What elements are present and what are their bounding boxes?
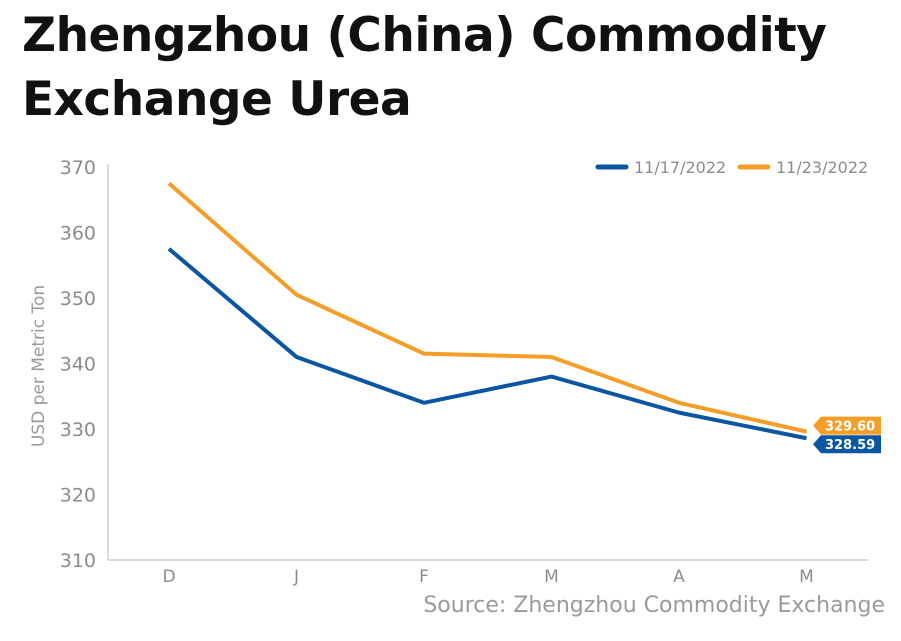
- end-value-tag: [813, 416, 881, 435]
- y-tick-label: 330: [60, 419, 96, 441]
- y-tick-label: 310: [60, 550, 96, 572]
- legend-label: 11/23/2022: [776, 158, 868, 177]
- end-value-label: 329.60: [825, 420, 875, 435]
- legend: 11/17/2022 11/23/2022: [595, 158, 868, 177]
- x-tick-label: J: [293, 567, 299, 587]
- y-tick-label: 350: [60, 288, 96, 310]
- y-tick-label: 360: [60, 223, 96, 245]
- y-tick-labels: 310 320 330 340 350 360 370: [60, 157, 96, 572]
- x-tick-label: D: [162, 567, 175, 587]
- chart-title: Zhengzhou (China) Commodity Exchange Ure…: [22, 8, 827, 127]
- y-tick-label: 370: [60, 157, 96, 179]
- end-value-label: 328.59: [825, 438, 875, 453]
- source-note: Source: Zhengzhou Commodity Exchange: [423, 593, 885, 618]
- end-value-tag: [813, 435, 881, 454]
- x-tick-label: F: [419, 567, 429, 587]
- legend-label: 11/17/2022: [634, 158, 726, 177]
- end-value-labels: 328.59 329.60: [813, 416, 881, 454]
- y-axis-label-group: USD per Metric Ton: [29, 285, 49, 447]
- y-tick-label: 340: [60, 354, 96, 376]
- series-lines: [167, 181, 807, 441]
- x-tick-label: M: [544, 567, 559, 587]
- y-axis-label: USD per Metric Ton: [29, 285, 49, 447]
- x-tick-label: A: [673, 567, 685, 587]
- series-line: [167, 181, 807, 434]
- x-tick-label: M: [799, 567, 814, 587]
- y-tick-label: 320: [60, 485, 96, 507]
- series-line: [167, 247, 807, 441]
